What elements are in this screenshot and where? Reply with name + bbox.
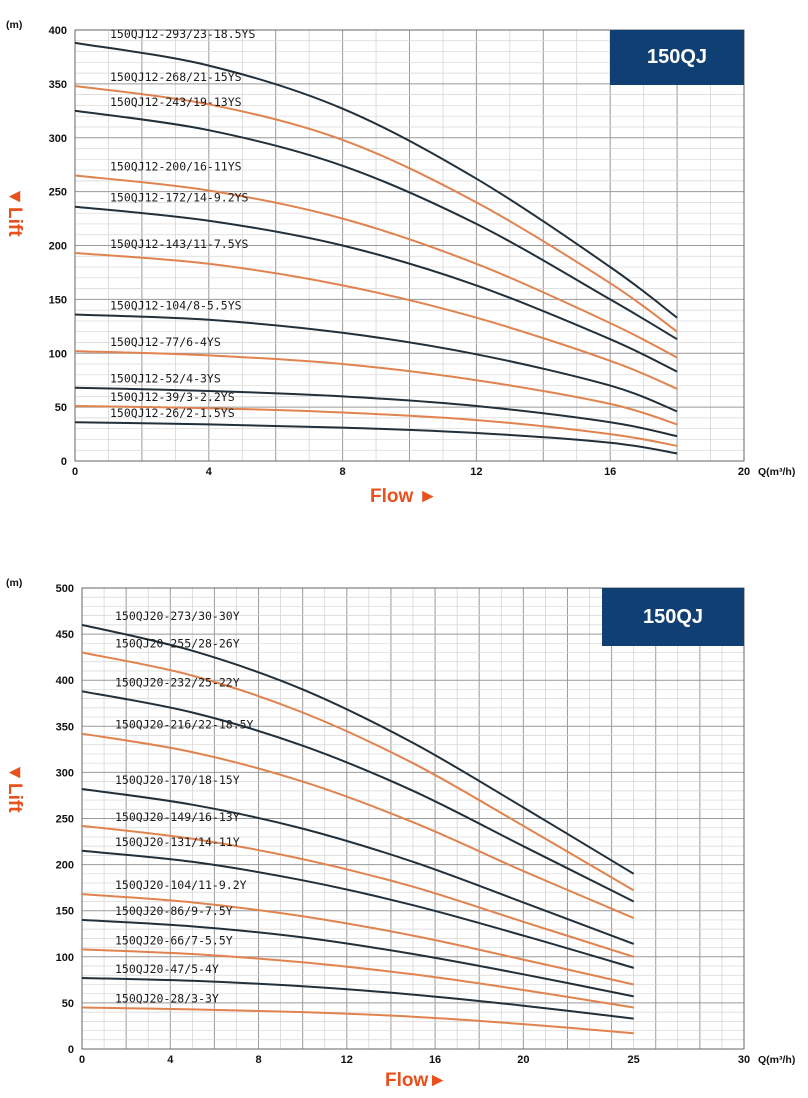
y-tick-label: 400 [56, 675, 74, 687]
curve-label: 150QJ12-143/11-7.5YS [110, 237, 249, 251]
x-tick-label: 16 [604, 466, 616, 478]
y-tick-label: 50 [62, 998, 74, 1010]
y-tick-label: 200 [56, 860, 74, 872]
x-unit-label: Q(m³/h) [758, 466, 795, 478]
x-tick-label: 16 [429, 1054, 441, 1066]
x-tick-label: 20 [517, 1054, 529, 1066]
curve-label: 150QJ20-216/22-18.5Y [115, 718, 254, 732]
curve-label: 150QJ20-255/28-26Y [115, 637, 240, 651]
y-tick-label: 0 [68, 1044, 74, 1056]
x-unit-label: Q(m³/h) [758, 1054, 795, 1066]
y-tick-label: 250 [56, 814, 74, 826]
y-tick-label: 350 [49, 79, 67, 91]
curve-label: 150QJ20-149/16-13Y [115, 810, 240, 824]
series-badge: 150QJ [610, 30, 744, 85]
pump-curve [81, 788, 635, 945]
pump-curve [81, 918, 634, 998]
x-tick-label: 12 [341, 1054, 353, 1066]
y-tick-label: 300 [49, 133, 67, 145]
curve-label: 150QJ12-268/21-15YS [110, 70, 242, 84]
plot-frame [74, 29, 745, 462]
y-tick-label: 250 [49, 187, 67, 199]
y-tick-label: 450 [56, 629, 74, 641]
y-tick-label: 300 [56, 767, 74, 779]
curve-label: 150QJ12-26/2-1.5YS [110, 406, 235, 420]
curve-label: 150QJ20-47/5-4Y [115, 962, 219, 976]
series-badge: 150QJ [602, 588, 744, 646]
x-tick-label: 25 [628, 1054, 640, 1066]
x-tick-label: 30 [738, 1054, 750, 1066]
x-tick-label: 20 [738, 466, 750, 478]
y-tick-label: 150 [49, 294, 67, 306]
pump-curve [81, 824, 635, 958]
y-unit-label: (m) [6, 577, 22, 589]
pump-curve [81, 849, 634, 969]
curve-label: 150QJ20-28/3-3Y [115, 992, 219, 1006]
pump-curve [74, 205, 678, 373]
curve-label: 150QJ12-243/19-13YS [110, 95, 242, 109]
curve-label: 150QJ20-66/7-5.5Y [115, 933, 233, 947]
curve-label: 150QJ12-104/8-5.5YS [110, 298, 242, 312]
y-tick-label: 150 [56, 906, 74, 918]
pump-curve [81, 893, 634, 986]
pump-curve [81, 948, 634, 1009]
x-tick-label: 0 [79, 1054, 85, 1066]
pump-curve [81, 977, 634, 1020]
x-axis-title: Flow ► [370, 486, 438, 507]
x-tick-label: 4 [206, 466, 213, 478]
chart-canvas-150qj12: 0 4 8 12 16 20050100150200250300350400(m)Q(m³… [6, 19, 795, 478]
pump-chart-150qj20: 0 4 8 12 16 20 25 30 0 50 100 150 200 250 300 350 400 450… [0, 572, 808, 1098]
y-tick-label: 350 [56, 721, 74, 733]
curve-label: 150QJ20-232/25-22Y [115, 675, 240, 689]
y-tick-label: 200 [49, 241, 67, 253]
pump-chart-150qj12: 0 4 8 12 16 20 0 50 100 150 200 250 300 350 400 (m) Q(m³… [0, 0, 808, 520]
pump-curve [74, 252, 678, 390]
x-tick-label: 8 [255, 1054, 261, 1066]
y-tick-label: 0 [61, 456, 67, 468]
y-axis-title: ◄Lift [4, 186, 25, 237]
y-tick-label: 100 [49, 348, 67, 360]
plot-frame [81, 587, 745, 1050]
pump-curve [81, 651, 635, 892]
x-tick-label: 12 [470, 466, 482, 478]
x-tick-label: 8 [340, 466, 346, 478]
curve-label: 150QJ12-77/6-4YS [110, 335, 221, 349]
pump-curve [81, 1006, 634, 1035]
pump-curve [74, 350, 678, 426]
curve-label: 150QJ12-39/3-2.2YS [110, 390, 235, 404]
curve-label: 150QJ12-293/23-18.5YS [110, 27, 255, 41]
curve-label: 150QJ20-104/11-9.2Y [115, 878, 247, 892]
grid [74, 29, 745, 462]
x-tick-label: 4 [167, 1054, 174, 1066]
pump-curve [74, 386, 678, 438]
y-axis-title: ◄Lift [4, 762, 25, 813]
curve-label: 150QJ12-172/14-9.2YS [110, 191, 249, 205]
curve-label: 150QJ20-273/30-30Y [115, 609, 240, 623]
pump-curve [81, 623, 635, 875]
pump-curve [74, 41, 678, 319]
chart-canvas-150qj20: 0 4 8 12 16 20 25 30050100150200250300350400450… [6, 577, 795, 1066]
curve-label: 150QJ20-86/9-7.5Y [115, 904, 233, 918]
y-tick-label: 50 [55, 402, 67, 414]
pump-curve [74, 313, 678, 413]
pump-curve [74, 421, 678, 455]
y-tick-label: 100 [56, 952, 74, 964]
curve-label: 150QJ12-200/16-11YS [110, 159, 242, 173]
curve-label: 150QJ20-170/18-15Y [115, 773, 240, 787]
x-axis-title: Flow► [385, 1070, 448, 1091]
y-unit-label: (m) [6, 19, 22, 31]
pump-curve [81, 690, 635, 903]
y-tick-label: 500 [56, 583, 74, 595]
pump-curve [81, 732, 635, 920]
curve-label: 150QJ12-52/4-3YS [110, 372, 221, 386]
x-tick-label: 0 [72, 466, 78, 478]
pump-curve [74, 85, 678, 333]
y-tick-label: 400 [49, 25, 67, 37]
pump-curve [74, 405, 678, 447]
pump-curve [74, 109, 678, 341]
pump-curve [74, 174, 678, 359]
curve-label: 150QJ20-131/14-11Y [115, 835, 240, 849]
